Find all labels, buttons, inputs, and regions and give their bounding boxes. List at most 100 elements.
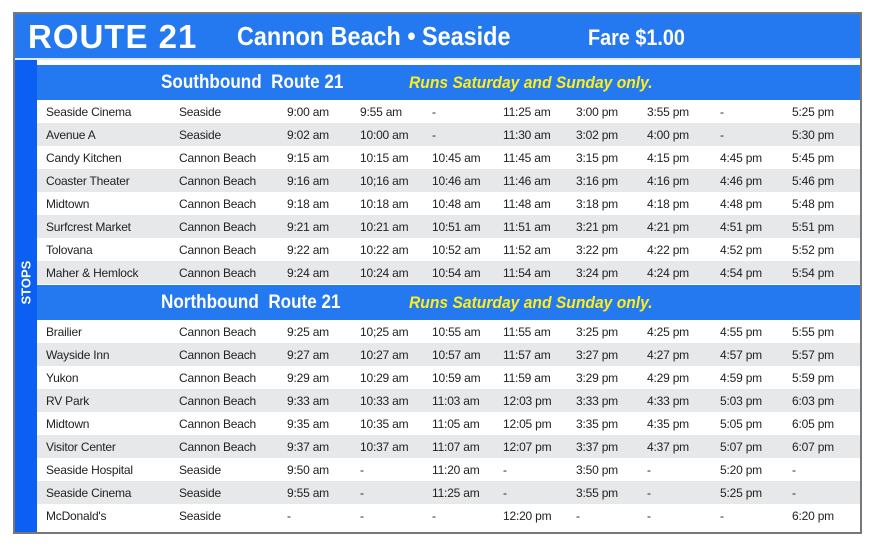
departure-time: 9:55 am	[360, 105, 402, 119]
departure-time: 10:22 am	[360, 243, 409, 257]
departure-time: 4:33 pm	[647, 394, 689, 408]
departure-time: 4:45 pm	[720, 151, 762, 165]
title-bar: ROUTE 21 Cannon Beach • Seaside Fare $1.…	[15, 14, 860, 58]
table-row: Coaster Theater Cannon Beach 9:16 am 10;16 …	[37, 169, 860, 192]
departure-time: 9:21 am	[287, 220, 329, 234]
departure-time: -	[360, 486, 364, 500]
stop-name: Seaside Cinema	[46, 486, 132, 500]
departure-time: 3:55 pm	[647, 105, 689, 119]
departure-time: 5:52 pm	[792, 243, 834, 257]
departure-time: 3:33 pm	[576, 394, 618, 408]
departure-time: 6:07 pm	[792, 440, 834, 454]
table-row: Seaside Cinema Seaside 9:55 am - 11:25 am - 3:…	[37, 481, 860, 504]
table-row: RV Park Cannon Beach 9:33 am 10:33 am 11:03 …	[37, 389, 860, 412]
departure-time: 3:00 pm	[576, 105, 618, 119]
departure-time: 4:00 pm	[647, 128, 689, 142]
departure-time: 5:03 pm	[720, 394, 762, 408]
departure-time: 5:25 pm	[792, 105, 834, 119]
southbound-header: Southbound Route 21 Runs Saturday and Sun…	[37, 65, 860, 100]
section-title: Southbound Route 21	[161, 72, 344, 93]
departure-time: -	[720, 509, 724, 523]
divider	[15, 58, 860, 60]
stop-name: Yukon	[46, 371, 79, 385]
departure-time: 3:21 pm	[576, 220, 618, 234]
departure-time: 3:35 pm	[576, 417, 618, 431]
departure-time: 4:48 pm	[720, 197, 762, 211]
departure-time: 10:48 am	[432, 197, 481, 211]
departure-time: 10;25 am	[360, 325, 409, 339]
departure-time: 10:46 am	[432, 174, 481, 188]
departure-time: 11:46 am	[503, 174, 551, 188]
stop-name: Tolovana	[46, 243, 93, 257]
departure-time: 10:51 am	[432, 220, 481, 234]
departure-time: 11:54 am	[503, 266, 551, 280]
table-row: Midtown Cannon Beach 9:35 am 10:35 am 11:05 …	[37, 412, 860, 435]
departure-time: 5:20 pm	[720, 463, 762, 477]
stop-city: Seaside	[179, 509, 221, 523]
stop-city: Cannon Beach	[179, 197, 256, 211]
section-note: Runs Saturday and Sunday only.	[409, 73, 653, 92]
departure-time: 11:03 am	[432, 394, 480, 408]
stop-name: Candy Kitchen	[46, 151, 122, 165]
northbound-header: Northbound Route 21 Runs Saturday and Sun…	[37, 285, 860, 320]
departure-time: -	[576, 509, 580, 523]
departure-time: 3:29 pm	[576, 371, 618, 385]
departure-time: 10:52 am	[432, 243, 481, 257]
departure-time: 4:51 pm	[720, 220, 762, 234]
stop-name: Visitor Center	[46, 440, 116, 454]
stop-name: Wayside Inn	[46, 348, 110, 362]
departure-time: 11:51 am	[503, 220, 551, 234]
departure-time: 10:45 am	[432, 151, 481, 165]
departure-time: -	[360, 463, 364, 477]
departure-time: 3:55 pm	[576, 486, 618, 500]
departure-time: 4:57 pm	[720, 348, 762, 362]
departure-time: 4:46 pm	[720, 174, 762, 188]
departure-time: 9:50 am	[287, 463, 329, 477]
stop-city: Cannon Beach	[179, 220, 256, 234]
departure-time: -	[647, 463, 651, 477]
stop-city: Seaside	[179, 128, 221, 142]
departure-time: 10:24 am	[360, 266, 409, 280]
departure-time: 3:15 pm	[576, 151, 618, 165]
departure-time: 5:05 pm	[720, 417, 762, 431]
departure-time: 9:55 am	[287, 486, 329, 500]
departure-time: 9:35 am	[287, 417, 329, 431]
departure-time: 9:33 am	[287, 394, 329, 408]
table-row: Midtown Cannon Beach 9:18 am 10:18 am 10:48 …	[37, 192, 860, 215]
departure-time: -	[432, 128, 436, 142]
stop-name: Midtown	[46, 197, 90, 211]
route-title: ROUTE 21	[28, 18, 198, 55]
departure-time: 12:07 pm	[503, 440, 552, 454]
table-row: McDonald's Seaside - - - 12:20 pm - - - 6:20 pm	[37, 504, 860, 527]
departure-time: 11:55 am	[503, 325, 551, 339]
departure-time: 11:05 am	[432, 417, 480, 431]
departure-time: 10:21 am	[360, 220, 409, 234]
stop-name: Maher & Hemlock	[46, 266, 139, 280]
departure-time: -	[432, 105, 436, 119]
departure-time: 9:27 am	[287, 348, 329, 362]
stop-city: Cannon Beach	[179, 174, 256, 188]
stop-name: McDonald's	[46, 509, 107, 523]
departure-time: 11:45 am	[503, 151, 551, 165]
stop-name: Seaside Hospital	[46, 463, 133, 477]
table-row: Seaside Hospital Seaside 9:50 am - 11:20 am -…	[37, 458, 860, 481]
stops-side-label: STOPS	[15, 60, 37, 532]
departure-time: 3:37 pm	[576, 440, 618, 454]
departure-time: 5:07 pm	[720, 440, 762, 454]
table-row: Brailier Cannon Beach 9:25 am 10;25 am 10:55…	[37, 320, 860, 343]
departure-time: 3:18 pm	[576, 197, 618, 211]
departure-time: 4:24 pm	[647, 266, 689, 280]
departure-time: 9:29 am	[287, 371, 329, 385]
section-title: Northbound Route 21	[161, 292, 341, 313]
departure-time: 3:24 pm	[576, 266, 618, 280]
departure-time: 6:05 pm	[792, 417, 834, 431]
departure-time: 5:54 pm	[792, 266, 834, 280]
departure-time: 10:00 am	[360, 128, 409, 142]
departure-time: 12:05 pm	[503, 417, 552, 431]
departure-time: 11:57 am	[503, 348, 551, 362]
departure-time: 4:29 pm	[647, 371, 689, 385]
departure-time: 10:29 am	[360, 371, 409, 385]
departure-time: 3:50 pm	[576, 463, 618, 477]
table-row: Wayside Inn Cannon Beach 9:27 am 10:27 am 10…	[37, 343, 860, 366]
stop-city: Cannon Beach	[179, 417, 256, 431]
